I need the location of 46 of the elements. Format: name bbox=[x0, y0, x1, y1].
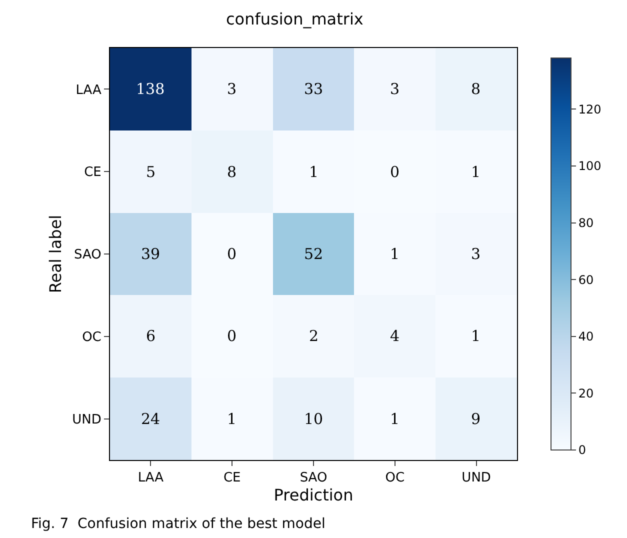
data-label: 0 bbox=[227, 245, 237, 263]
data-label: 2 bbox=[309, 327, 319, 345]
color-bar-label: 0 bbox=[578, 443, 586, 458]
data-label: 3 bbox=[390, 80, 400, 98]
data-label: 1 bbox=[390, 245, 400, 263]
data-label: 10 bbox=[304, 410, 324, 428]
data-label: 8 bbox=[471, 80, 481, 98]
color-bar-label: 120 bbox=[578, 102, 602, 116]
data-label: 0 bbox=[390, 163, 400, 181]
y-tick-label: SAO bbox=[74, 248, 102, 263]
x-tick-label: OC bbox=[385, 470, 405, 486]
y-axis-title: Real label bbox=[46, 214, 66, 294]
chart-title: confusion_matrix bbox=[226, 10, 364, 29]
caption: Fig. 7 Confusion matrix of the best model bbox=[31, 516, 326, 532]
color-bar-label: 80 bbox=[578, 216, 594, 230]
data-label: 24 bbox=[141, 410, 160, 428]
data-label: 1 bbox=[390, 410, 400, 428]
data-label: 52 bbox=[304, 245, 324, 263]
data-label: 3 bbox=[227, 80, 237, 98]
data-label: 0 bbox=[227, 327, 237, 345]
y-tick-label: LAA bbox=[76, 82, 102, 98]
color-bar-label: 60 bbox=[578, 272, 594, 287]
color-bar-label: 40 bbox=[578, 330, 594, 344]
y-tick-label: CE bbox=[84, 165, 102, 180]
data-label: 3 bbox=[471, 245, 481, 263]
data-label: 33 bbox=[304, 80, 324, 98]
data-label: 9 bbox=[471, 410, 481, 428]
y-tick-label: OC bbox=[82, 330, 102, 345]
y-tick-label: UND bbox=[72, 412, 102, 428]
data-label: 8 bbox=[227, 163, 237, 181]
x-tick-label: CE bbox=[223, 470, 241, 486]
data-label: 1 bbox=[227, 410, 237, 428]
data-label: 138 bbox=[136, 80, 165, 98]
x-tick-label: UND bbox=[462, 470, 491, 486]
x-tick-label: LAA bbox=[138, 470, 164, 486]
data-label: 1 bbox=[309, 163, 319, 181]
data-label: 4 bbox=[390, 327, 400, 345]
x-tick-label: SAO bbox=[300, 470, 328, 486]
data-label: 5 bbox=[146, 163, 156, 181]
data-label: 1 bbox=[471, 163, 481, 181]
color-bar-label: 20 bbox=[578, 386, 594, 400]
data-label: 39 bbox=[141, 245, 160, 263]
data-label: 1 bbox=[471, 327, 481, 345]
color-bar-label: 100 bbox=[578, 159, 602, 174]
data-label: 6 bbox=[146, 327, 156, 345]
x-axis-title: Prediction bbox=[274, 486, 354, 505]
